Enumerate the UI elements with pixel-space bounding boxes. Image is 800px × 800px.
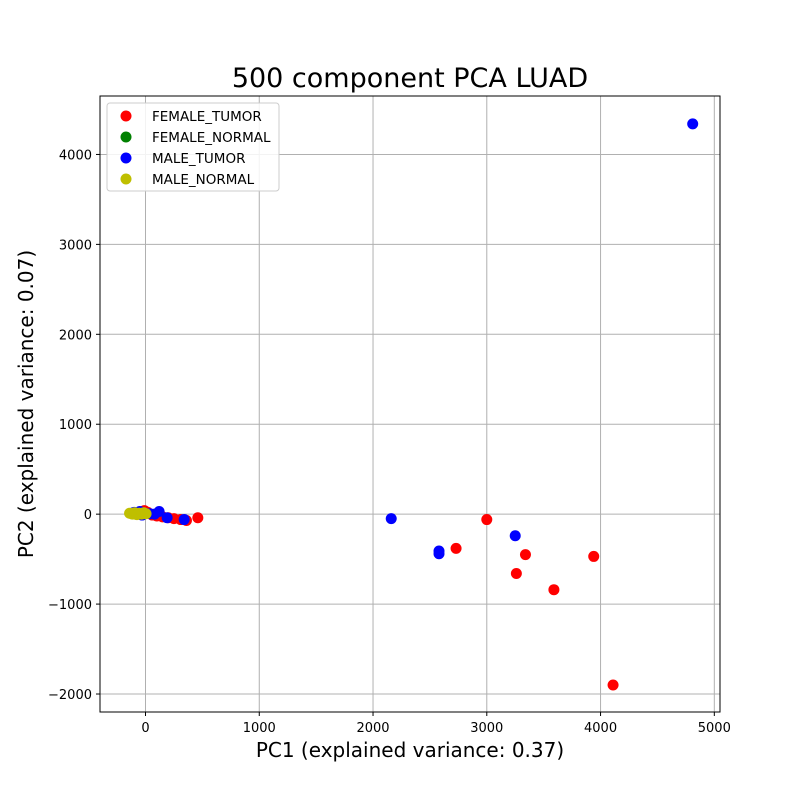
data-point-female-tumor bbox=[548, 584, 560, 596]
data-point-female-tumor bbox=[481, 514, 493, 526]
x-axis-label: PC1 (explained variance: 0.37) bbox=[256, 738, 564, 762]
legend-marker bbox=[120, 110, 132, 122]
y-tick-label: −2000 bbox=[48, 688, 92, 703]
chart-title: 500 component PCA LUAD bbox=[232, 63, 588, 94]
y-tick-label: −1000 bbox=[48, 598, 92, 613]
x-tick-label: 5000 bbox=[698, 721, 731, 736]
legend: FEMALE_TUMOR FEMALE_NORMAL MALE_TUMOR MALE_… bbox=[106, 102, 280, 192]
x-tick-label: 1000 bbox=[243, 721, 276, 736]
x-tick-label: 4000 bbox=[584, 721, 617, 736]
data-point-male-normal bbox=[140, 508, 152, 520]
data-point-male-tumor bbox=[385, 513, 397, 525]
x-tick-label: 2000 bbox=[356, 721, 389, 736]
data-point-male-tumor bbox=[178, 514, 190, 526]
data-point-female-tumor bbox=[450, 542, 462, 554]
legend-label: FEMALE_NORMAL bbox=[152, 130, 271, 146]
legend-marker bbox=[120, 152, 132, 164]
plot-frame bbox=[99, 95, 721, 713]
y-axis-label: PC2 (explained variance: 0.07) bbox=[14, 250, 38, 558]
x-tick-label: 3000 bbox=[470, 721, 503, 736]
legend-marker bbox=[120, 131, 132, 143]
y-tick-label: 1000 bbox=[59, 418, 92, 433]
data-point-female-tumor bbox=[519, 549, 531, 561]
x-tick-label: 0 bbox=[141, 721, 149, 736]
data-point-female-tumor bbox=[588, 550, 600, 562]
legend-marker bbox=[120, 173, 132, 185]
data-point-male-tumor bbox=[153, 505, 165, 517]
axis-ticks: 0 1000 2000 3000 4000 5000 −2000 −1000 0 1000 2000… bbox=[48, 148, 731, 736]
y-tick-label: 4000 bbox=[59, 148, 92, 163]
y-tick-label: 3000 bbox=[59, 238, 92, 253]
data-points bbox=[124, 118, 699, 691]
grid bbox=[100, 96, 720, 712]
data-point-female-tumor bbox=[510, 568, 522, 580]
data-point-male-tumor bbox=[161, 512, 173, 524]
data-point-male-tumor bbox=[509, 530, 521, 542]
data-point-female-tumor bbox=[192, 512, 204, 524]
legend-box bbox=[106, 102, 280, 192]
data-point-male-tumor bbox=[433, 548, 445, 560]
data-point-male-tumor bbox=[687, 118, 699, 130]
y-tick-label: 0 bbox=[84, 508, 92, 523]
data-point-female-tumor bbox=[607, 679, 619, 691]
legend-label: FEMALE_TUMOR bbox=[152, 109, 262, 125]
legend-label: MALE_TUMOR bbox=[152, 151, 245, 167]
y-tick-label: 2000 bbox=[59, 328, 92, 343]
legend-label: MALE_NORMAL bbox=[152, 172, 255, 188]
